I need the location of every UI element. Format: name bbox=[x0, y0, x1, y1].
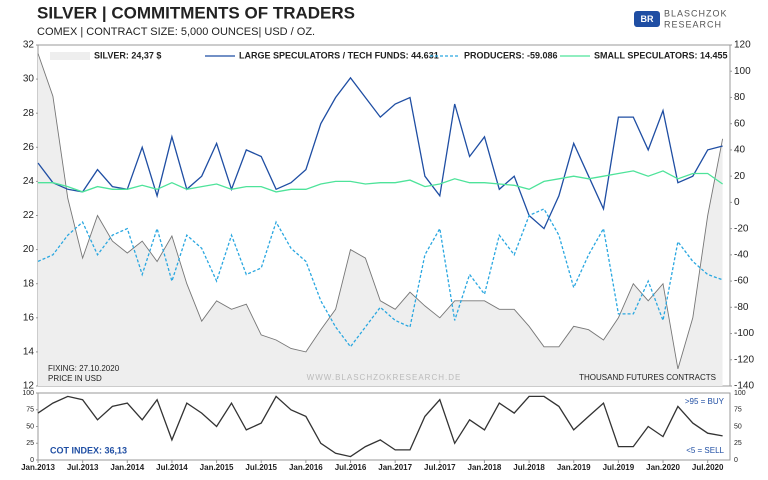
legend-swatch bbox=[50, 52, 90, 60]
y2-tick-label: 100 bbox=[734, 66, 751, 77]
legend-label: SMALL SPECULATORS: 14.455 bbox=[594, 50, 728, 60]
y2-tick-label: 60 bbox=[734, 118, 746, 129]
y2-tick-label: -60 bbox=[734, 276, 749, 287]
y2-tick-label: -140 bbox=[734, 381, 754, 392]
y-tick-label: 16 bbox=[23, 312, 35, 323]
x-tick-label: Jul.2015 bbox=[245, 463, 277, 472]
y2-tick-label: -20 bbox=[734, 223, 749, 234]
x-tick-label: Jul.2019 bbox=[603, 463, 635, 472]
x-tick-label: Jul.2016 bbox=[335, 463, 367, 472]
x-tick-label: Jan.2019 bbox=[557, 463, 591, 472]
y2-tick-label: 40 bbox=[734, 145, 746, 156]
watermark: WWW.BLASCHZOKRESEARCH.DE bbox=[307, 373, 462, 382]
note: FIXING: 27.10.2020 bbox=[48, 364, 120, 373]
x-tick-label: Jul.2013 bbox=[67, 463, 99, 472]
legend-label: PRODUCERS: -59.086 bbox=[464, 50, 558, 60]
sell-label: <5 = SELL bbox=[686, 446, 724, 455]
y-tick-label: 18 bbox=[23, 278, 35, 289]
x-tick-label: Jan.2015 bbox=[200, 463, 234, 472]
line bbox=[37, 76, 723, 230]
y2-tick-label: 20 bbox=[734, 171, 746, 182]
y-tick-label: 32 bbox=[23, 40, 35, 51]
line bbox=[37, 53, 724, 370]
cot-label: COT INDEX: 36,13 bbox=[50, 445, 127, 455]
y-tick-label: 50 bbox=[26, 423, 34, 430]
y-tick-label: 75 bbox=[734, 407, 742, 414]
line bbox=[37, 208, 723, 348]
y2-tick-label: -100 bbox=[734, 328, 754, 339]
logo-text: RESEARCH bbox=[664, 19, 722, 29]
x-tick-label: Jan.2020 bbox=[646, 463, 680, 472]
y2-tick-label: 0 bbox=[734, 197, 740, 208]
x-tick-label: Jan.2017 bbox=[378, 463, 412, 472]
y2-tick-label: 80 bbox=[734, 92, 746, 103]
y2-tick-label: -120 bbox=[734, 354, 754, 365]
logo-mark: BR bbox=[641, 14, 654, 24]
y-tick-label: 0 bbox=[30, 457, 34, 464]
area bbox=[38, 53, 723, 386]
x-tick-label: Jul.2020 bbox=[692, 463, 724, 472]
y2-tick-label: -40 bbox=[734, 249, 749, 260]
y-tick-label: 30 bbox=[23, 74, 35, 85]
x-tick-label: Jan.2018 bbox=[468, 463, 502, 472]
y2-tick-label: -80 bbox=[734, 302, 749, 313]
legend-label: LARGE SPECULATORS / TECH FUNDS: 44.631 bbox=[239, 50, 439, 60]
legend-label: SILVER: 24,37 $ bbox=[94, 50, 161, 60]
x-tick-label: Jan.2014 bbox=[110, 463, 144, 472]
y-tick-label: 25 bbox=[26, 440, 34, 447]
y-tick-label: 28 bbox=[23, 108, 35, 119]
y2-tick-label: 120 bbox=[734, 40, 751, 51]
y-tick-label: 50 bbox=[734, 423, 742, 430]
x-tick-label: Jul.2014 bbox=[156, 463, 188, 472]
y-tick-label: 0 bbox=[734, 457, 738, 464]
y-tick-label: 14 bbox=[23, 347, 35, 358]
x-tick-label: Jul.2017 bbox=[424, 463, 456, 472]
logo-badge bbox=[634, 11, 660, 27]
x-tick-label: Jan.2016 bbox=[289, 463, 323, 472]
x-tick-label: Jan.2013 bbox=[21, 463, 55, 472]
line bbox=[37, 395, 723, 458]
y-tick-label: 22 bbox=[23, 210, 35, 221]
x-tick-label: Jul.2018 bbox=[513, 463, 545, 472]
buy-label: >95 = BUY bbox=[685, 397, 725, 406]
y-tick-label: 24 bbox=[23, 176, 35, 187]
y-tick-label: 20 bbox=[23, 244, 35, 255]
y-tick-label: 12 bbox=[23, 381, 35, 392]
chart-subtitle: COMEX | CONTRACT SIZE: 5,000 OUNCES| USD… bbox=[37, 26, 315, 38]
logo-text: BLASCHZOK bbox=[664, 8, 728, 18]
y-tick-label: 75 bbox=[26, 407, 34, 414]
axis-note: THOUSAND FUTURES CONTRACTS bbox=[579, 373, 716, 382]
y-tick-label: 25 bbox=[734, 440, 742, 447]
y-tick-label: 26 bbox=[23, 142, 35, 153]
note: PRICE IN USD bbox=[48, 374, 102, 383]
y-tick-label: 100 bbox=[22, 390, 34, 397]
line bbox=[38, 170, 723, 193]
y-tick-label: 100 bbox=[734, 390, 746, 397]
chart-title: SILVER | COMMITMENTS OF TRADERS bbox=[37, 3, 355, 22]
